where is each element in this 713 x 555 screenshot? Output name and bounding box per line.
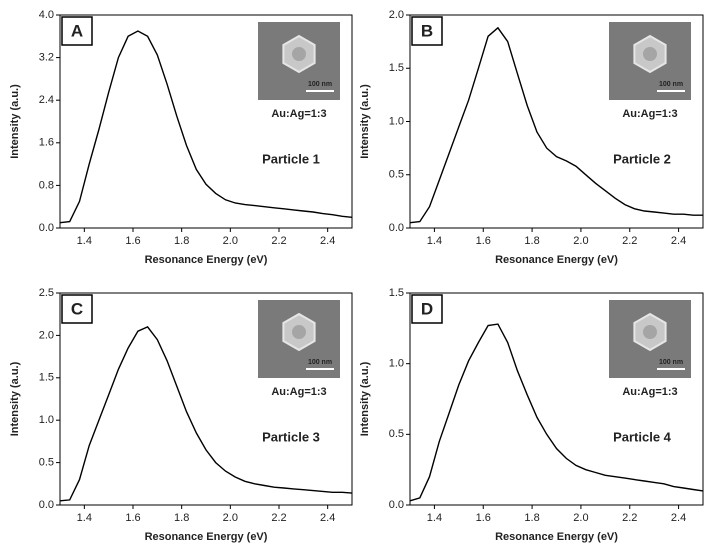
inset-label: Au:Ag=1:3 <box>622 108 677 120</box>
annotation: Particle 3 <box>262 429 320 444</box>
y-tick-label: 0.0 <box>39 222 54 234</box>
y-tick-label: 1.6 <box>39 137 54 149</box>
y-tick-label: 2.4 <box>39 94 54 106</box>
x-axis-label: Resonance Energy (eV) <box>145 254 268 266</box>
particle-core <box>643 47 657 61</box>
panel-label: B <box>421 21 433 40</box>
x-axis-label: Resonance Energy (eV) <box>495 531 618 543</box>
y-tick-label: 1.0 <box>389 115 404 127</box>
inset-label: Au:Ag=1:3 <box>622 386 677 398</box>
x-tick-label: 2.2 <box>622 512 637 524</box>
x-tick-label: 1.4 <box>427 512 442 524</box>
x-tick-label: 1.8 <box>524 512 539 524</box>
y-axis-label: Intensity (a.u.) <box>9 84 21 159</box>
inset-label: Au:Ag=1:3 <box>271 108 326 120</box>
x-tick-label: 1.4 <box>427 235 442 247</box>
plot-frame <box>59 292 353 506</box>
y-tick-label: 0.5 <box>39 457 54 469</box>
x-tick-label: 2.4 <box>671 512 686 524</box>
spectrum-line <box>409 323 704 502</box>
x-tick-label: 2.4 <box>671 235 686 247</box>
x-tick-label: 2.0 <box>573 512 588 524</box>
y-axis-label: Intensity (a.u.) <box>359 361 371 436</box>
x-tick-label: 1.8 <box>174 512 189 524</box>
panel-label-box <box>61 294 93 324</box>
x-tick-label: 1.4 <box>77 235 92 247</box>
x-tick-label: 1.8 <box>174 235 189 247</box>
y-tick-label: 2.5 <box>39 287 54 299</box>
particle-core <box>292 325 306 339</box>
y-tick-label: 1.5 <box>389 62 404 74</box>
panel-label: A <box>71 21 83 40</box>
y-tick-label: 1.0 <box>389 358 404 370</box>
particle-core <box>643 325 657 339</box>
x-tick-label: 2.2 <box>271 512 286 524</box>
y-tick-label: 0.0 <box>389 222 404 234</box>
y-tick-label: 0.0 <box>389 499 404 511</box>
x-tick-label: 2.4 <box>320 235 335 247</box>
y-tick-label: 0.8 <box>39 179 54 191</box>
x-tick-label: 2.4 <box>320 512 335 524</box>
x-tick-label: 2.2 <box>622 235 637 247</box>
y-tick-label: 0.5 <box>389 428 404 440</box>
y-tick-label: 0.5 <box>389 169 404 181</box>
y-axis-label: Intensity (a.u.) <box>9 361 21 436</box>
x-tick-label: 2.0 <box>573 235 588 247</box>
particle-core <box>292 47 306 61</box>
plot-frame <box>409 292 704 506</box>
panel-label: C <box>71 299 83 318</box>
x-axis-label: Resonance Energy (eV) <box>495 254 618 266</box>
panel: 1.4 1.6 1.8 2.0 2.2 2.4 0.0 0.5 1.0 1.5 2.0 2.5 Reso… <box>9 287 353 543</box>
spectrum-line <box>409 26 703 224</box>
x-tick-label: 1.6 <box>476 235 491 247</box>
panel: 1.4 1.6 1.8 2.0 2.2 2.4 0.0 0.5 1.0 1.5 Resonance … <box>359 287 704 543</box>
annotation: Particle 4 <box>613 429 672 444</box>
x-axis-label: Resonance Energy (eV) <box>145 531 268 543</box>
scale-bar-label: 100 nm <box>659 81 683 88</box>
spectrum-line <box>59 30 353 224</box>
x-tick-label: 1.6 <box>125 512 140 524</box>
x-tick-label: 1.4 <box>77 512 92 524</box>
x-tick-label: 2.0 <box>223 512 238 524</box>
y-tick-label: 2.0 <box>39 329 54 341</box>
x-tick-label: 2.0 <box>223 235 238 247</box>
panel-label: D <box>421 299 433 318</box>
scale-bar-label: 100 nm <box>308 359 332 366</box>
scale-bar-label: 100 nm <box>659 359 683 366</box>
x-tick-label: 1.6 <box>476 512 491 524</box>
x-tick-label: 2.2 <box>271 235 286 247</box>
plot-frame <box>59 14 353 229</box>
y-tick-label: 2.0 <box>389 9 404 21</box>
y-tick-label: 1.0 <box>39 414 54 426</box>
panel: 1.4 1.6 1.8 2.0 2.2 2.4 0.0 0.8 1.6 2.4 3.2 4.0 Reso… <box>9 9 353 266</box>
y-tick-label: 0.0 <box>39 499 54 511</box>
panel-label-box <box>411 294 443 324</box>
y-tick-label: 1.5 <box>39 372 54 384</box>
inset-label: Au:Ag=1:3 <box>271 386 326 398</box>
x-tick-label: 1.8 <box>524 235 539 247</box>
scale-bar-label: 100 nm <box>308 81 332 88</box>
panel-label-box <box>61 16 93 46</box>
y-tick-label: 3.2 <box>39 52 54 64</box>
y-axis-label: Intensity (a.u.) <box>359 84 371 159</box>
annotation: Particle 1 <box>262 151 320 166</box>
y-tick-label: 4.0 <box>39 9 54 21</box>
panel-label-box <box>411 16 443 46</box>
x-tick-label: 1.6 <box>125 235 140 247</box>
spectrum-line <box>59 326 353 502</box>
panel: 1.4 1.6 1.8 2.0 2.2 2.4 0.0 0.5 1.0 1.5 2.0 Resonan… <box>359 9 704 266</box>
annotation: Particle 2 <box>613 151 671 166</box>
y-tick-label: 1.5 <box>389 287 404 299</box>
